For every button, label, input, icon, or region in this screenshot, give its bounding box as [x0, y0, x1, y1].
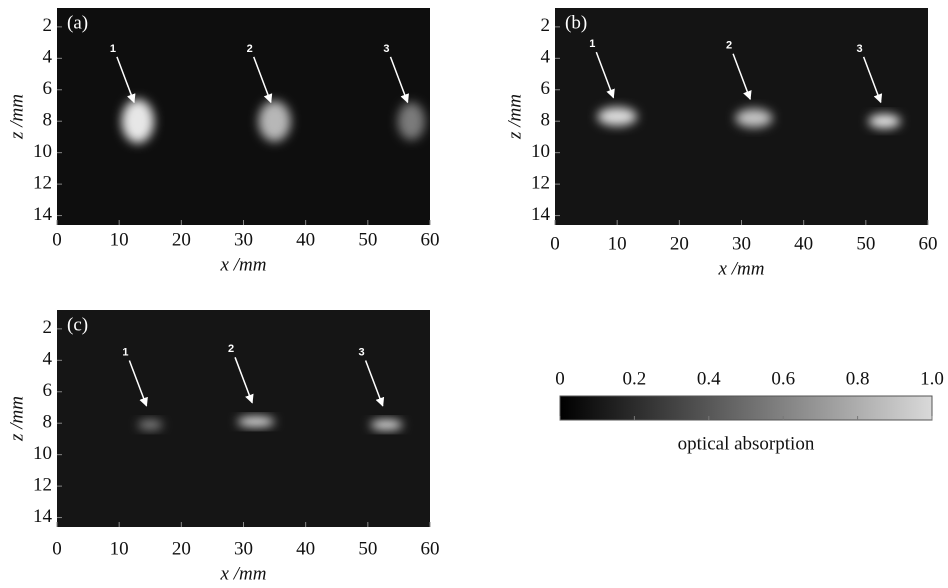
x-axis-label: x /mm — [220, 563, 267, 583]
image-area — [137, 416, 403, 430]
y-tick-label: 14 — [531, 204, 551, 225]
x-tick-label: 50 — [358, 229, 377, 250]
colorbar — [559, 395, 933, 421]
absorber-spot — [597, 107, 638, 126]
absorber-spot — [237, 416, 275, 427]
spot-label: 2 — [247, 43, 253, 55]
arrow — [116, 56, 136, 104]
x-tick-label: 50 — [358, 538, 377, 559]
x-tick-label: 60 — [919, 233, 938, 254]
y-axis-label: z /mm — [6, 396, 27, 442]
colorbar-tick-label: 0.8 — [846, 368, 870, 389]
spot-label: 3 — [383, 43, 389, 55]
y-tick-label: 12 — [531, 172, 550, 193]
colorbar-tick-label: 0.2 — [623, 368, 647, 389]
x-tick-label: 0 — [52, 538, 62, 559]
y-tick-label: 6 — [541, 78, 551, 99]
y-tick-label: 8 — [43, 110, 53, 131]
arrow — [128, 360, 148, 407]
absorber-spot — [137, 420, 163, 430]
x-tick-label: 0 — [52, 229, 62, 250]
spot-label: 2 — [228, 343, 234, 355]
x-tick-label: 30 — [234, 229, 253, 250]
arrow — [732, 53, 752, 101]
arrow — [234, 357, 254, 404]
y-tick-label: 8 — [541, 110, 551, 131]
absorber-spot — [370, 420, 403, 430]
x-tick-label: 30 — [234, 538, 253, 559]
x-tick-label: 10 — [110, 538, 129, 559]
x-tick-label: 30 — [732, 233, 751, 254]
y-tick-label: 14 — [33, 204, 53, 225]
x-tick-label: 10 — [110, 229, 129, 250]
image-area — [121, 99, 426, 144]
arrow — [364, 360, 385, 407]
y-tick-label: 12 — [33, 474, 52, 495]
y-axis-label: z /mm — [6, 94, 27, 140]
x-tick-label: 50 — [856, 233, 875, 254]
y-tick-label: 14 — [33, 506, 53, 527]
x-tick-label: 40 — [794, 233, 813, 254]
spot-label: 3 — [359, 346, 365, 358]
arrow — [862, 56, 883, 104]
spot-label: 1 — [110, 43, 116, 55]
panel-label: (c) — [67, 314, 88, 335]
y-tick-label: 2 — [43, 317, 53, 338]
x-axis-label: x /mm — [718, 258, 765, 279]
colorbar-tick-label: 0 — [555, 368, 565, 389]
panel-label: (a) — [67, 12, 88, 33]
y-axis-label: z /mm — [504, 94, 525, 140]
x-tick-label: 0 — [550, 233, 560, 254]
y-tick-label: 8 — [43, 412, 53, 433]
x-tick-label: 20 — [670, 233, 689, 254]
arrow — [389, 56, 409, 104]
spot-label: 3 — [857, 43, 863, 55]
absorber-spot — [868, 114, 901, 129]
colorbar-tick-label: 0.6 — [771, 368, 795, 389]
y-tick-label: 10 — [33, 141, 52, 162]
x-tick-label: 20 — [172, 229, 191, 250]
x-tick-label: 40 — [296, 229, 315, 250]
image-background — [57, 8, 430, 225]
y-tick-label: 12 — [33, 172, 52, 193]
x-tick-label: 60 — [421, 229, 440, 250]
y-tick-label: 4 — [541, 47, 551, 68]
spot-label: 1 — [122, 346, 128, 358]
absorber-spot — [397, 102, 426, 141]
x-tick-label: 60 — [421, 538, 440, 559]
image-area — [597, 107, 901, 129]
x-tick-label: 20 — [172, 538, 191, 559]
y-tick-label: 4 — [43, 349, 53, 370]
y-tick-label: 6 — [43, 78, 53, 99]
y-tick-label: 2 — [43, 15, 53, 36]
y-tick-label: 2 — [541, 15, 551, 36]
arrow — [595, 51, 615, 99]
spot-label: 1 — [589, 38, 595, 50]
arrow — [253, 56, 273, 104]
y-tick-label: 10 — [531, 141, 550, 162]
panel-label: (b) — [565, 12, 587, 33]
x-tick-label: 10 — [608, 233, 627, 254]
absorber-spot — [735, 108, 773, 128]
spot-label: 2 — [726, 40, 732, 52]
absorber-spot — [121, 99, 154, 144]
colorbar-label: optical absorption — [678, 433, 815, 454]
x-axis-label: x /mm — [220, 254, 267, 275]
y-tick-label: 4 — [43, 47, 53, 68]
colorbar-tick-label: 1.0 — [920, 368, 944, 389]
absorber-spot — [258, 100, 291, 142]
y-tick-label: 10 — [33, 443, 52, 464]
y-tick-label: 6 — [43, 380, 53, 401]
colorbar-tick-label: 0.4 — [697, 368, 721, 389]
x-tick-label: 40 — [296, 538, 315, 559]
